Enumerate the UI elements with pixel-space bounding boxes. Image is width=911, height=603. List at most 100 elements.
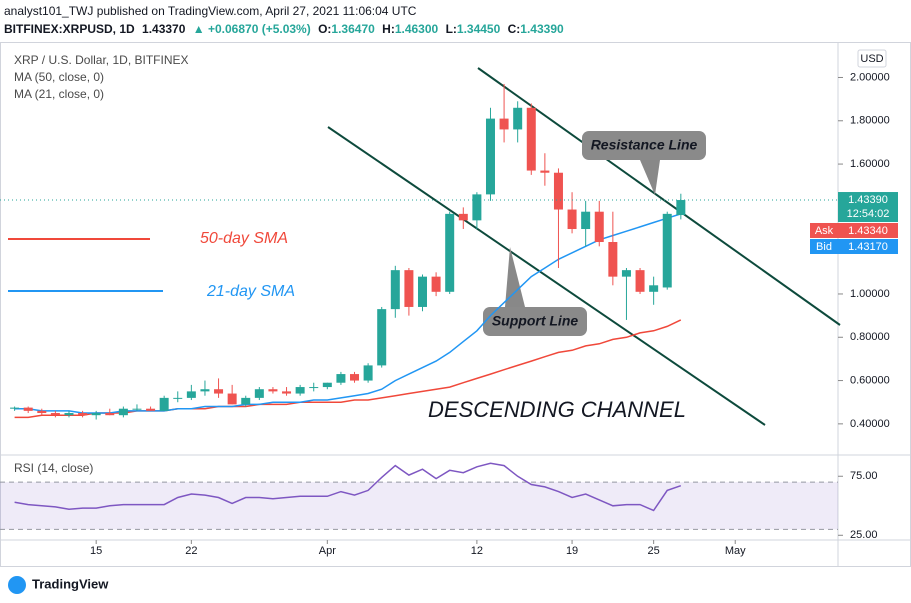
currency: USD (860, 53, 883, 65)
callout-box (483, 307, 587, 336)
candle-body (159, 397, 169, 411)
callout-box (582, 131, 706, 160)
candle-body (513, 107, 523, 130)
candle-body (567, 209, 577, 230)
legend-entry: MA (21, close, 0) (14, 87, 104, 101)
bid-price: 1.43170 (848, 241, 888, 253)
y-tick-label: 1.00000 (850, 288, 890, 300)
candle-body (200, 389, 210, 392)
rsi-tick-label: 75.00 (850, 470, 878, 482)
candle-body (295, 387, 305, 394)
channel-label: DESCENDING CHANNEL (428, 397, 686, 422)
candle-body (526, 107, 536, 171)
candle-body (254, 389, 264, 398)
brand: TradingView (32, 576, 109, 591)
ohlc-value: 1.46300 (395, 22, 439, 36)
symbol-line: BITFINEX:XRPUSD, 1D 1.43370 ▲ +0.06870 (… (4, 22, 564, 36)
candle-body (377, 309, 387, 366)
candle-body (118, 408, 128, 416)
candle-body (445, 213, 455, 292)
last-price-box (838, 192, 898, 223)
candle-body (37, 410, 47, 414)
ask-name: Ask (815, 225, 834, 237)
candle-body (608, 242, 618, 277)
ask-box (838, 223, 898, 238)
candle-body (621, 270, 631, 277)
ohlc-key: H: (382, 22, 395, 36)
y-tick-label: 1.60000 (850, 158, 890, 170)
candle-body (64, 413, 74, 416)
rsi-band (0, 482, 838, 530)
change: ▲ +0.06870 (+5.03%) (193, 22, 311, 36)
candle-body (268, 389, 278, 392)
candle-body (418, 276, 427, 307)
candle-body (649, 285, 659, 292)
currency-box[interactable] (857, 49, 887, 68)
callout-pointer (640, 160, 660, 195)
sma21-label: 21-day SMA (206, 283, 295, 300)
sma50-label: 50-day SMA (200, 230, 288, 247)
candle-body (404, 270, 414, 307)
candle-body (458, 213, 468, 221)
candle-body (540, 170, 550, 173)
candle-body (499, 118, 509, 130)
x-tick-label: 22 (185, 545, 197, 557)
candle-body (676, 200, 686, 216)
symbol: BITFINEX:XRPUSD, 1D (4, 22, 135, 36)
candle-body (635, 270, 645, 292)
bid-name: Bid (816, 241, 832, 253)
ohlc-value: 1.34450 (457, 22, 501, 36)
brand-logo (8, 576, 26, 594)
candle-body (336, 374, 346, 383)
y-tick-label: 2.00000 (850, 71, 890, 83)
last-price-label: 1.43390 (848, 194, 888, 206)
candle-body (594, 211, 604, 243)
y-tick-label: 0.40000 (850, 418, 890, 430)
candle-body (309, 387, 319, 389)
x-tick-label: Apr (319, 545, 336, 557)
chart-title: XRP / U.S. Dollar, 1D, BITFINEX (14, 53, 189, 67)
candle-body (581, 211, 591, 230)
x-tick-label: 15 (90, 545, 102, 557)
y-tick-label: 0.60000 (850, 374, 890, 386)
candle-body (472, 194, 482, 221)
candle-body (485, 118, 495, 195)
candle-body (662, 213, 672, 288)
candle-body (241, 397, 251, 405)
x-tick-label: 19 (566, 545, 578, 557)
bid-box (838, 239, 898, 254)
y-tick-label: 0.80000 (850, 331, 890, 343)
x-tick-label: May (725, 545, 746, 557)
resistance-line (477, 67, 841, 326)
ask-box (810, 223, 838, 238)
candle-body (227, 393, 237, 405)
support-line (327, 126, 766, 426)
resistance-label: Resistance Line (591, 137, 698, 153)
ohlc-value: 1.36470 (331, 22, 375, 36)
countdown: 12:54:02 (847, 208, 890, 220)
x-tick-label: 12 (471, 545, 483, 557)
support-label: Support Line (492, 313, 579, 329)
candle-body (23, 407, 33, 411)
candle-body (173, 397, 183, 399)
ohlc-key: C: (508, 22, 521, 36)
candle-body (282, 391, 292, 394)
candle-body (105, 413, 115, 416)
callout-pointer (505, 247, 525, 307)
legend-entry: MA (50, close, 0) (14, 70, 104, 84)
candle-body (91, 413, 101, 416)
candle-body (350, 374, 360, 381)
y-tick-label: 1.80000 (850, 115, 890, 127)
candle-body (10, 407, 20, 409)
candle-body (78, 413, 88, 416)
candle-body (132, 408, 142, 410)
candle-body (390, 270, 400, 310)
ohlc-key: L: (446, 22, 457, 36)
rsi-tick-label: 25.00 (850, 529, 878, 541)
candle-body (146, 408, 156, 411)
candle-body (186, 391, 196, 398)
ohlc-key: O: (318, 22, 331, 36)
ohlc-value: 1.43390 (520, 22, 564, 36)
candle-body (322, 382, 332, 388)
